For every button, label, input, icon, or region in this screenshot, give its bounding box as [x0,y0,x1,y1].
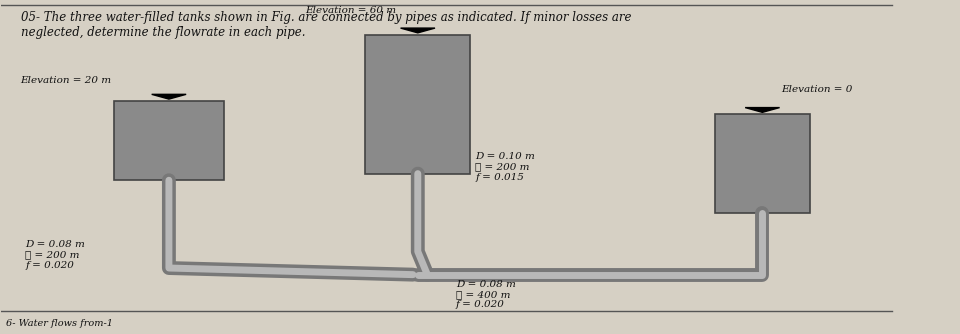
Bar [714,114,810,213]
Text: D = 0.10 m
ℓ = 200 m
f = 0.015: D = 0.10 m ℓ = 200 m f = 0.015 [475,152,535,182]
Text: Elevation = 0: Elevation = 0 [781,86,852,95]
Polygon shape [400,28,435,33]
Polygon shape [152,94,186,99]
Text: D = 0.08 m
ℓ = 200 m
f = 0.020: D = 0.08 m ℓ = 200 m f = 0.020 [25,240,85,270]
Text: D = 0.08 m
ℓ = 400 m
f = 0.020: D = 0.08 m ℓ = 400 m f = 0.020 [456,280,516,309]
Text: Elevation = 20 m: Elevation = 20 m [20,75,111,85]
Polygon shape [745,108,780,112]
Text: Elevation = 60 m: Elevation = 60 m [305,6,396,15]
Text: 05- The three water-filled tanks shown in Fig. are connected by pipes as indicat: 05- The three water-filled tanks shown i… [20,11,631,39]
Bar [114,101,224,180]
Text: 6- Water flows from-1: 6- Water flows from-1 [6,319,113,328]
Bar [365,34,470,174]
